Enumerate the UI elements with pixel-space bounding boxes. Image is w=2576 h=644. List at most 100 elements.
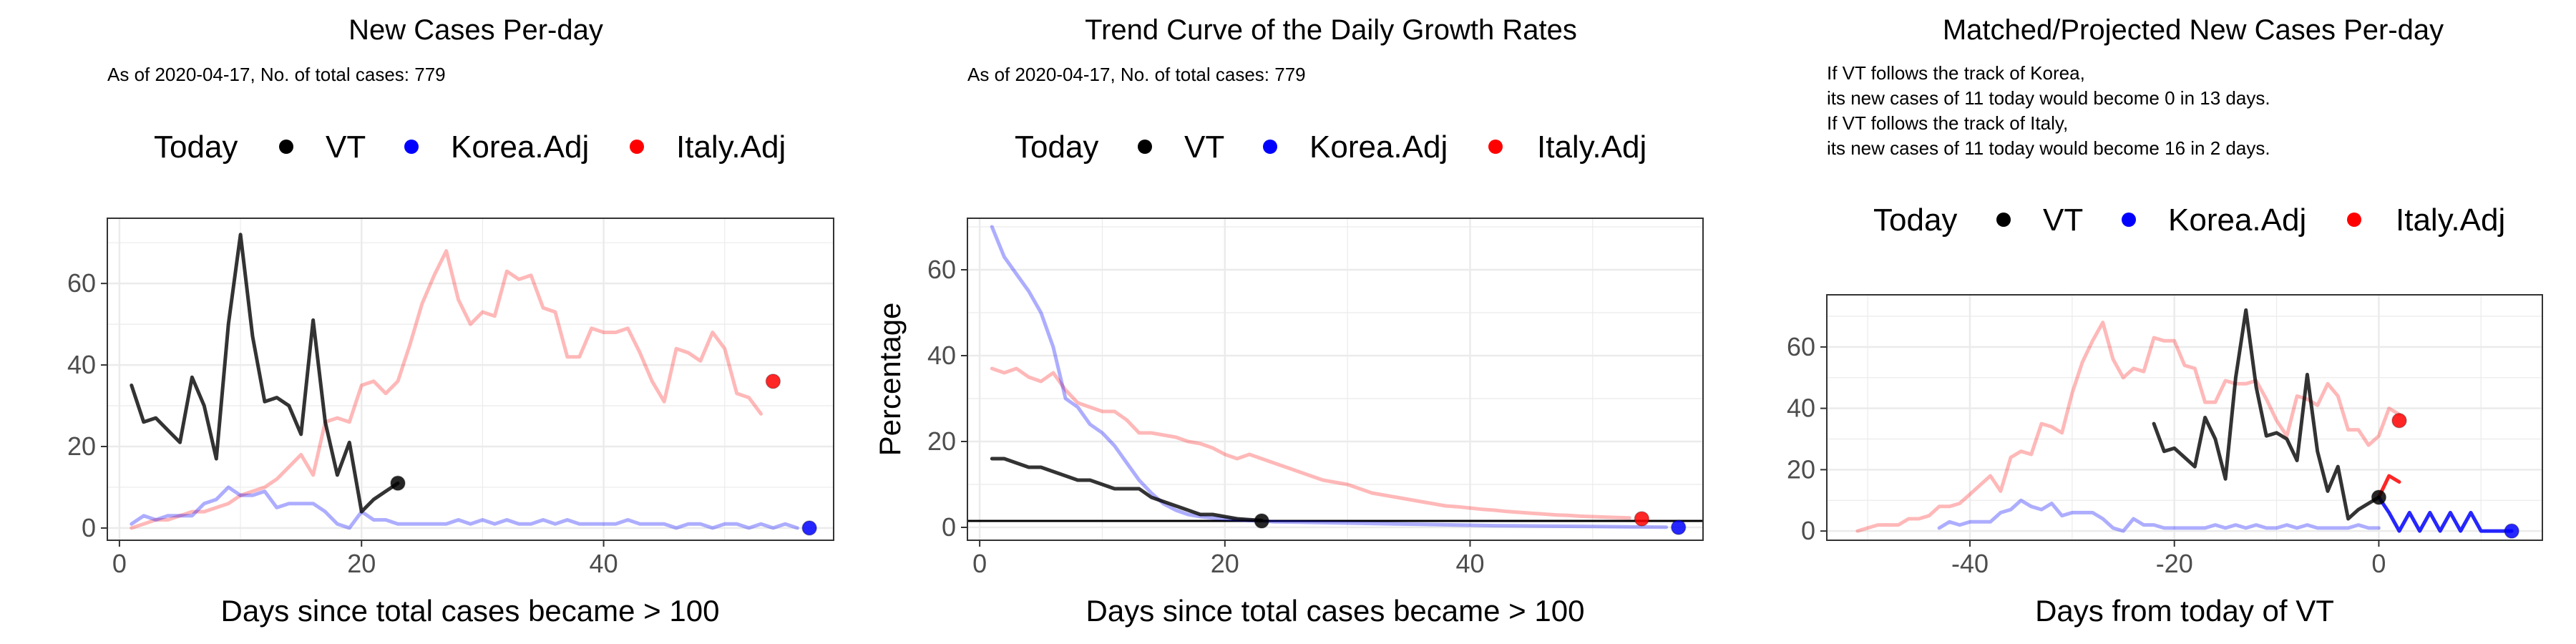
x-axis-title: Days since total cases became > 100 [221, 594, 720, 628]
today-point-vt [2371, 489, 2387, 505]
y-tick-label: 20 [67, 431, 96, 461]
x-tick-label: 20 [1211, 549, 1239, 578]
legend: Today VT Korea.Adj Italy.Adj [154, 130, 786, 165]
y-tick-label: 20 [1787, 454, 1815, 484]
chart-subtitle-line: As of 2020-04-17, No. of total cases: 77… [107, 64, 446, 85]
legend-key-vt [279, 140, 293, 154]
chart-subtitle-line: If VT follows the track of Italy, [1827, 112, 2068, 134]
y-tick-label: 0 [1801, 516, 1815, 545]
y-tick-label: 40 [67, 350, 96, 379]
y-tick-label: 40 [1787, 394, 1815, 423]
plot-background [1827, 295, 2542, 540]
y-tick-label: 40 [927, 341, 956, 370]
legend-title: Today [1015, 130, 1098, 165]
x-tick-label: 0 [2371, 549, 2386, 578]
tick-labels: 0 20 40 0 20 40 60 [67, 268, 618, 578]
plot-border [1826, 294, 2543, 541]
grid [967, 218, 1703, 540]
x-tick-label: -40 [1951, 549, 1989, 578]
plot-area: -40 -20 0 0 20 40 60 [1787, 294, 2543, 578]
legend: Today VT Korea.Adj Italy.Adj [1873, 203, 2505, 238]
x-tick-label: 20 [347, 549, 376, 578]
legend-key-vt [1996, 213, 2011, 227]
series-line-korea [2376, 495, 2514, 533]
x-axis-title: Days from today of VT [2035, 594, 2334, 628]
series-line-italy [990, 366, 1631, 520]
series-lines [990, 225, 1669, 530]
x-tick-label: 0 [112, 549, 127, 578]
chart-subtitle-line: its new cases of 11 today would become 0… [1827, 87, 2270, 109]
plot-background [107, 218, 834, 540]
legend-label-korea: Korea.Adj [2168, 203, 2306, 238]
y-tick-label: 0 [942, 512, 956, 542]
x-tick-label: 40 [1455, 549, 1484, 578]
chart-title: Matched/Projected New Cases Per-day [1943, 14, 2444, 46]
series-line-vt [990, 457, 1264, 522]
series-line-vt [2152, 308, 2381, 521]
today-points [2371, 413, 2519, 539]
y-tick-label: 20 [927, 426, 956, 456]
legend-key-italy [630, 140, 644, 154]
today-point-italy [765, 374, 781, 389]
x-axis-title: Days since total cases became > 100 [1086, 594, 1585, 628]
today-point-vt [1254, 513, 1269, 529]
legend-title: Today [1873, 203, 1957, 238]
panel-growth-rates: Trend Curve of the Daily Growth Rates As… [873, 14, 1704, 628]
chart-subtitle-line: its new cases of 11 today would become 1… [1827, 137, 2270, 159]
legend-key-korea [1263, 140, 1277, 154]
series-line-vt [130, 233, 400, 514]
legend-label-korea: Korea.Adj [1309, 130, 1448, 165]
legend-label-vt: VT [2043, 203, 2083, 238]
legend-label-vt: VT [326, 130, 366, 165]
y-tick-label: 60 [927, 255, 956, 284]
today-point-korea [801, 520, 817, 536]
panel-new-cases: New Cases Per-day As of 2020-04-17, No. … [67, 14, 834, 628]
grid [1827, 295, 2542, 540]
today-point-korea [1670, 519, 1687, 535]
y-tick-label: 60 [1787, 332, 1815, 361]
tick-labels: -40 -20 0 0 20 40 60 [1787, 332, 2386, 578]
series-lines [1855, 308, 2514, 533]
plot-border [107, 218, 834, 541]
y-tick-label: 60 [67, 268, 96, 298]
legend-title: Today [154, 130, 238, 165]
legend-label-italy: Italy.Adj [676, 130, 786, 165]
legend-key-korea [404, 140, 419, 154]
today-points [390, 374, 817, 536]
y-tick-label: 0 [82, 513, 96, 542]
series-line-italy [130, 249, 763, 530]
chart-subtitle-line: If VT follows the track of Korea, [1827, 62, 2085, 84]
series-line-korea [1937, 498, 2381, 533]
grid [107, 218, 834, 540]
panel-projected-cases: Matched/Projected New Cases Per-day If V… [1787, 14, 2543, 628]
x-tick-label: 0 [972, 549, 987, 578]
x-tick-label: 40 [590, 549, 618, 578]
legend: Today VT Korea.Adj Italy.Adj [1015, 130, 1646, 165]
series-line-italy [2376, 474, 2401, 499]
today-point-italy [1634, 511, 1650, 527]
chart-title: Trend Curve of the Daily Growth Rates [1085, 14, 1577, 46]
today-points [1254, 511, 1687, 535]
legend-key-italy [1488, 140, 1503, 154]
legend-label-italy: Italy.Adj [2396, 203, 2505, 238]
today-point-italy [2391, 413, 2407, 429]
plot-area: 0 20 40 0 20 40 60 [67, 218, 834, 578]
plot-area: 0 20 40 0 20 40 60 [927, 218, 1704, 578]
legend-label-korea: Korea.Adj [451, 130, 589, 165]
plot-border [967, 218, 1704, 541]
legend-key-italy [2347, 213, 2361, 227]
y-axis-title: Percentage [873, 303, 907, 457]
series-lines [130, 233, 799, 530]
today-point-vt [390, 475, 406, 492]
legend-key-korea [2122, 213, 2136, 227]
today-point-korea [2504, 523, 2519, 539]
series-line-korea [130, 485, 799, 530]
plot-background [967, 218, 1703, 540]
chart-subtitle-line: As of 2020-04-17, No. of total cases: 77… [967, 64, 1306, 85]
x-tick-label: -20 [2156, 549, 2193, 578]
chart-title: New Cases Per-day [348, 14, 603, 46]
legend-label-italy: Italy.Adj [1537, 130, 1646, 165]
legend-label-vt: VT [1184, 130, 1224, 165]
